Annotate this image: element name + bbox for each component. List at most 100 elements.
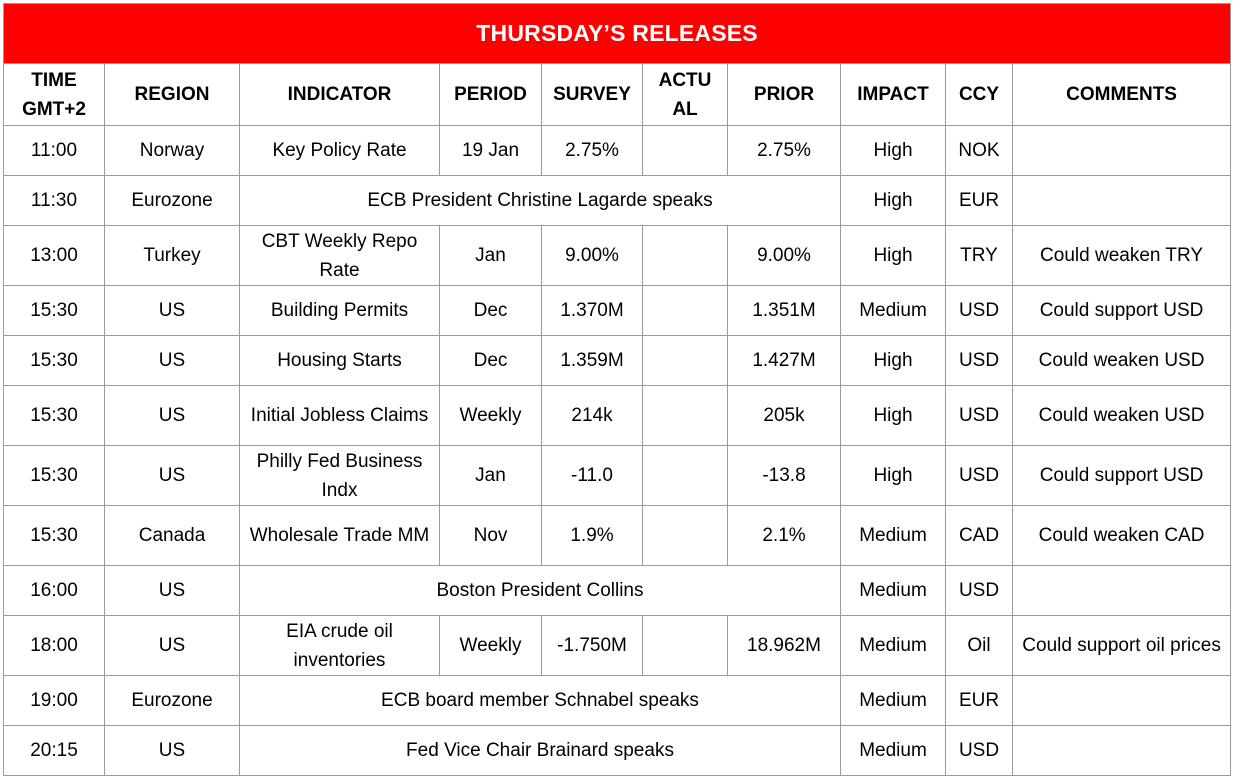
cell-region: US <box>104 615 240 676</box>
cell-ccy: USD <box>945 335 1013 386</box>
cell-actual <box>642 445 728 506</box>
releases-table-container: THURSDAY’S RELEASES TIME GMT+2 REGION IND… <box>2 3 1232 776</box>
cell-period: Dec <box>439 335 542 386</box>
cell-prior: 205k <box>727 385 841 446</box>
cell-comments: Could weaken USD <box>1011 385 1232 446</box>
table-row: 15:30 US Building Permits Dec 1.370M 1.3… <box>3 285 1232 336</box>
cell-ccy: USD <box>945 565 1013 616</box>
cell-impact: Medium <box>840 675 946 726</box>
cell-period: Dec <box>439 285 542 336</box>
cell-ccy: NOK <box>945 125 1013 176</box>
cell-comments: Could weaken TRY <box>1011 225 1232 286</box>
cell-prior: 2.1% <box>727 505 841 566</box>
cell-indicator: Initial Jobless Claims <box>239 385 440 446</box>
table-row: 15:30 US Philly Fed Business Indx Jan -1… <box>3 445 1232 506</box>
cell-time: 15:30 <box>3 505 105 566</box>
cell-period: Jan <box>439 225 542 286</box>
cell-region: US <box>104 725 240 776</box>
cell-survey: 2.75% <box>541 125 643 176</box>
cell-period: Weekly <box>439 615 542 676</box>
cell-prior: 9.00% <box>727 225 841 286</box>
cell-ccy: CAD <box>945 505 1013 566</box>
cell-actual <box>642 225 728 286</box>
table-row: 18:00 US EIA crude oil inventories Weekl… <box>3 615 1232 676</box>
cell-indicator: Philly Fed Business Indx <box>239 445 440 506</box>
cell-ccy: USD <box>945 725 1013 776</box>
cell-region: US <box>104 385 240 446</box>
header-indicator: INDICATOR <box>239 63 440 126</box>
table-row: 15:30 US Housing Starts Dec 1.359M 1.427… <box>3 335 1232 386</box>
cell-ccy: EUR <box>945 675 1013 726</box>
cell-region: Eurozone <box>104 175 240 226</box>
header-row: TIME GMT+2 REGION INDICATOR PERIOD SURVEY… <box>3 63 1232 126</box>
header-survey: SURVEY <box>541 63 643 126</box>
releases-table: THURSDAY’S RELEASES TIME GMT+2 REGION IND… <box>2 3 1232 776</box>
header-impact: IMPACT <box>840 63 946 126</box>
table-row: 15:30 Canada Wholesale Trade MM Nov 1.9%… <box>3 505 1232 566</box>
cell-survey: 214k <box>541 385 643 446</box>
cell-time: 11:30 <box>3 175 105 226</box>
cell-prior: 18.962M <box>727 615 841 676</box>
cell-time: 11:00 <box>3 125 105 176</box>
cell-impact: Medium <box>840 505 946 566</box>
cell-actual <box>642 125 728 176</box>
cell-impact: Medium <box>840 615 946 676</box>
header-prior: PRIOR <box>727 63 841 126</box>
cell-time: 13:00 <box>3 225 105 286</box>
cell-impact: High <box>840 335 946 386</box>
table-row: 13:00 Turkey CBT Weekly Repo Rate Jan 9.… <box>3 225 1232 286</box>
table-row: 11:00 Norway Key Policy Rate 19 Jan 2.75… <box>3 125 1232 176</box>
cell-impact: High <box>840 385 946 446</box>
cell-ccy: EUR <box>945 175 1013 226</box>
cell-indicator: CBT Weekly Repo Rate <box>239 225 440 286</box>
cell-indicator: Building Permits <box>239 285 440 336</box>
cell-region: Canada <box>104 505 240 566</box>
cell-actual <box>642 335 728 386</box>
table-row: 19:00 Eurozone ECB board member Schnabel… <box>3 675 1232 726</box>
cell-region: US <box>104 285 240 336</box>
cell-region: US <box>104 445 240 506</box>
cell-period: Nov <box>439 505 542 566</box>
cell-survey: 1.359M <box>541 335 643 386</box>
cell-comments <box>1011 675 1232 726</box>
cell-time: 18:00 <box>3 615 105 676</box>
cell-ccy: USD <box>945 285 1013 336</box>
cell-event: Boston President Collins <box>239 565 841 616</box>
cell-time: 16:00 <box>3 565 105 616</box>
cell-indicator: Key Policy Rate <box>239 125 440 176</box>
cell-comments <box>1011 725 1232 776</box>
cell-comments: Could weaken CAD <box>1011 505 1232 566</box>
cell-region: US <box>104 335 240 386</box>
table-row: 15:30 US Initial Jobless Claims Weekly 2… <box>3 385 1232 446</box>
cell-region: Norway <box>104 125 240 176</box>
table-row: 16:00 US Boston President Collins Medium… <box>3 565 1232 616</box>
cell-prior: 1.427M <box>727 335 841 386</box>
cell-impact: High <box>840 125 946 176</box>
table-title: THURSDAY’S RELEASES <box>2 3 1232 64</box>
cell-indicator: EIA crude oil inventories <box>239 615 440 676</box>
cell-period: Weekly <box>439 385 542 446</box>
cell-actual <box>642 385 728 446</box>
cell-actual <box>642 615 728 676</box>
cell-ccy: USD <box>945 445 1013 506</box>
table-row: 11:30 Eurozone ECB President Christine L… <box>3 175 1232 226</box>
cell-time: 15:30 <box>3 285 105 336</box>
cell-ccy: Oil <box>945 615 1013 676</box>
cell-comments: Could weaken USD <box>1011 335 1232 386</box>
cell-time: 19:00 <box>3 675 105 726</box>
cell-time: 15:30 <box>3 445 105 506</box>
cell-impact: Medium <box>840 285 946 336</box>
cell-time: 15:30 <box>3 385 105 446</box>
cell-impact: Medium <box>840 565 946 616</box>
cell-time: 15:30 <box>3 335 105 386</box>
cell-indicator: Housing Starts <box>239 335 440 386</box>
cell-comments: Could support oil prices <box>1011 615 1232 676</box>
cell-prior: -13.8 <box>727 445 841 506</box>
header-region: REGION <box>104 63 240 126</box>
cell-impact: Medium <box>840 725 946 776</box>
cell-indicator: Wholesale Trade MM <box>239 505 440 566</box>
header-period: PERIOD <box>439 63 542 126</box>
cell-period: 19 Jan <box>439 125 542 176</box>
cell-event: ECB President Christine Lagarde speaks <box>239 175 841 226</box>
cell-survey: 1.9% <box>541 505 643 566</box>
